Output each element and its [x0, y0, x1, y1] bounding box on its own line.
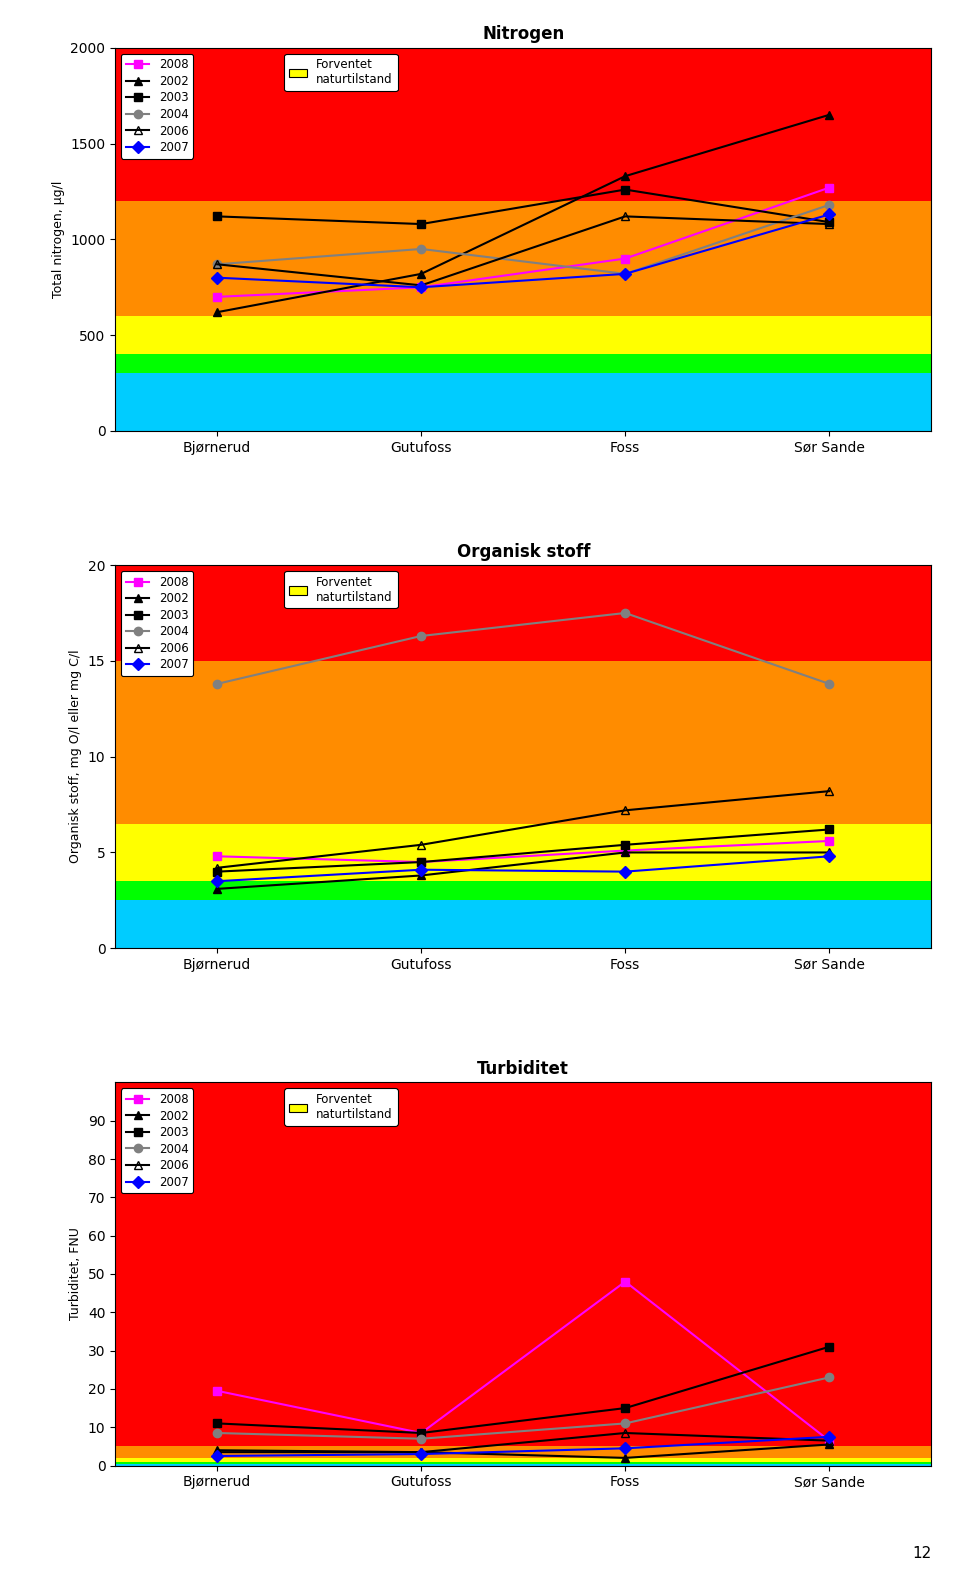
Y-axis label: Total nitrogen, µg/l: Total nitrogen, µg/l: [52, 180, 64, 298]
Bar: [115, 661, 931, 824]
Bar: [115, 824, 931, 881]
Bar: [115, 1082, 931, 1446]
Bar: [115, 900, 931, 948]
Title: Organisk stoff: Organisk stoff: [457, 543, 589, 561]
Bar: [115, 201, 931, 315]
Bar: [115, 315, 931, 354]
Bar: [115, 1446, 931, 1458]
Title: Turbiditet: Turbiditet: [477, 1059, 569, 1078]
Bar: [115, 354, 931, 373]
Legend: Forventet
naturtilstand: Forventet naturtilstand: [284, 1088, 397, 1126]
Bar: [115, 1458, 931, 1462]
Bar: [115, 48, 931, 201]
Title: Nitrogen: Nitrogen: [482, 25, 564, 43]
Legend: Forventet
naturtilstand: Forventet naturtilstand: [284, 570, 397, 609]
Y-axis label: Organisk stoff, mg O/l eller mg C/l: Organisk stoff, mg O/l eller mg C/l: [69, 650, 83, 863]
Legend: Forventet
naturtilstand: Forventet naturtilstand: [284, 54, 397, 91]
Text: 12: 12: [912, 1547, 931, 1561]
Bar: [115, 881, 931, 900]
Bar: [115, 1464, 931, 1466]
Bar: [115, 566, 931, 661]
Bar: [115, 1462, 931, 1464]
Bar: [115, 373, 931, 432]
Y-axis label: Turbiditet, FNU: Turbiditet, FNU: [69, 1228, 83, 1321]
